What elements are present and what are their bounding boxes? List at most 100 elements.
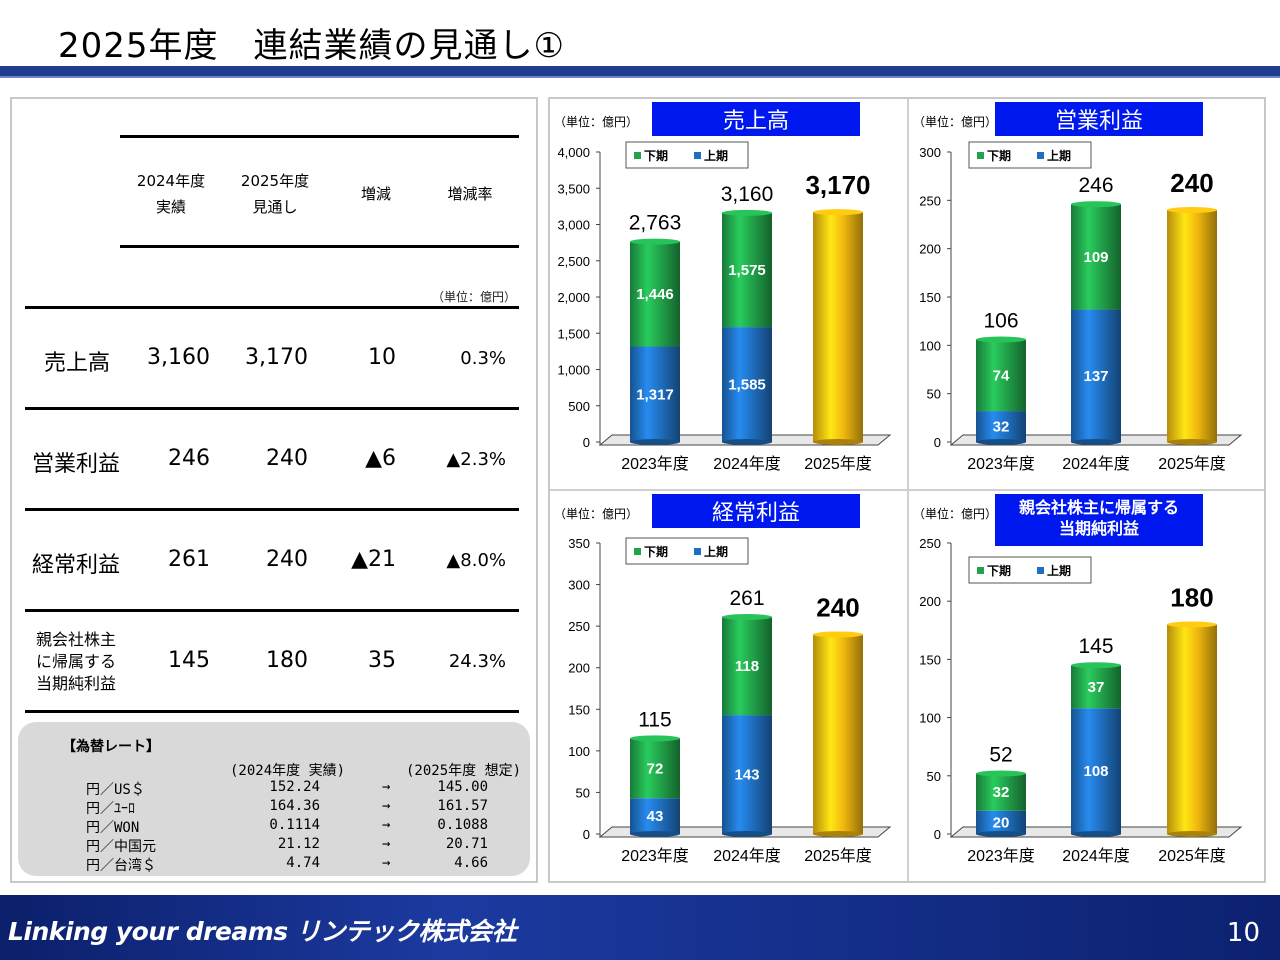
fx-arrow-twd: →: [382, 855, 391, 871]
chart-title-text: 親会社株主に帰属する: [1019, 498, 1179, 517]
chart-ytick-label: 350: [568, 536, 590, 551]
data-label-total: 246: [1078, 174, 1113, 197]
data-label-second-half: 109: [1083, 249, 1108, 266]
chart-category-label: 2024年度: [713, 455, 781, 473]
fx-actual-cny: 21.12: [277, 836, 320, 852]
header-change: 増減: [360, 185, 391, 203]
row-sales-diff: 10: [368, 345, 396, 370]
bar-first-half-bottom: [722, 439, 772, 445]
fx-actual-won: 0.1114: [269, 817, 320, 833]
chart-title-text: 経常利益: [712, 500, 800, 525]
chart-ytick-label: 4,000: [557, 145, 590, 160]
row-op-2025: 240: [266, 446, 308, 471]
row-net-2025: 180: [266, 648, 308, 673]
header-2025-forecast: 2025年度 見通し: [230, 168, 320, 220]
data-label-second-half: 72: [647, 760, 664, 777]
bar-second-half: [630, 241, 680, 347]
legend-swatch-second-half: [977, 567, 984, 574]
chart-ytick-label: 0: [583, 435, 590, 450]
bar-first-half: [976, 810, 1026, 834]
fx-forecast-eur: 161.57: [437, 798, 488, 814]
bar-first-half-bottom: [976, 831, 1026, 837]
fx-pair-twd: 円／台湾＄: [86, 858, 156, 874]
data-label-second-half: 74: [993, 367, 1010, 384]
chart-ytick-label: 250: [919, 536, 941, 551]
fx-pair-usd: 円／US＄: [86, 782, 145, 798]
chart-category-label: 2024年度: [1062, 847, 1130, 865]
fx-forecast-won: 0.1088: [437, 817, 488, 833]
chart-ytick-label: 3,000: [557, 218, 590, 233]
bar-second-half: [976, 339, 1026, 412]
title-underline-bar: [0, 66, 1280, 76]
chart-legend: [625, 537, 749, 565]
table-top-rule: [120, 135, 519, 138]
row-ord-2024: 261: [168, 547, 210, 572]
row-sales-rate: 0.3%: [460, 348, 506, 369]
chart-unit-note: （単位：億円）: [554, 506, 638, 521]
fx-pair-won: 円／WON: [86, 820, 140, 836]
bar-second-half: [1071, 665, 1121, 709]
data-label-total: 52: [989, 743, 1012, 766]
chart-category-label: 2023年度: [621, 455, 689, 473]
page-title: 2025年度 連結業績の見通し①: [58, 26, 566, 66]
row-sales-2024: 3,160: [147, 345, 210, 370]
chart-title-text: 当期純利益: [1059, 519, 1139, 538]
data-label-total-forecast: 180: [1170, 582, 1213, 612]
bar-forecast-top: [1167, 621, 1217, 628]
data-label-total-forecast: 240: [1170, 168, 1213, 198]
header-change-rate: 増減率: [447, 185, 493, 203]
chart-unit-note: （単位：億円）: [913, 114, 997, 129]
bar-first-half-bottom: [630, 439, 680, 445]
chart-sales: （単位：億円） 売上高 0 500 1,000 1,500 2,000 2,500 3,000 3…: [550, 99, 907, 489]
legend-swatch-first-half: [694, 152, 701, 159]
table-unit-note: （単位：億円）: [432, 290, 517, 304]
chart-ytick-label: 300: [919, 145, 941, 160]
row-rule-0: [25, 306, 519, 309]
chart-ytick-label: 150: [919, 652, 941, 667]
data-label-first-half: 143: [734, 767, 759, 784]
chart-ytick-label: 50: [576, 785, 590, 800]
fx-forecast-twd: 4.66: [454, 855, 488, 871]
data-label-first-half: 1,585: [728, 377, 766, 394]
row-rule-4: [25, 710, 519, 713]
row-label-ordinary-income: 経常利益: [32, 553, 121, 578]
row-op-diff: ▲6: [365, 446, 396, 471]
fx-actual-usd: 152.24: [269, 779, 320, 795]
chart-category-label: 2024年度: [1062, 455, 1130, 473]
bar-second-half-top: [1071, 201, 1121, 208]
chart-category-label: 2023年度: [967, 455, 1035, 473]
fx-forecast-cny: 20.71: [445, 836, 488, 852]
chart-ytick-label: 100: [568, 744, 590, 759]
bar-forecast-top: [813, 631, 863, 638]
chart-legend: [968, 556, 1092, 584]
chart-ytick-label: 0: [934, 827, 941, 842]
bar-second-half: [722, 616, 772, 716]
bar-forecast: [1167, 624, 1217, 834]
chart-ytick-label: 50: [927, 769, 941, 784]
row-sales-2025: 3,170: [245, 345, 308, 370]
chart-title-box: [652, 494, 860, 528]
chart-ytick-label: 50: [927, 387, 941, 402]
row-op-2024: 246: [168, 446, 210, 471]
chart-unit-note: （単位：億円）: [554, 114, 638, 129]
data-label-first-half: 43: [647, 808, 664, 825]
fx-title: 【為替レート】: [62, 739, 160, 755]
data-label-second-half: 118: [735, 658, 759, 675]
fx-arrow-eur: →: [382, 798, 391, 814]
chart-legend: [968, 141, 1092, 169]
row-net-2024: 145: [168, 648, 210, 673]
data-label-total: 2,763: [629, 212, 682, 235]
legend-swatch-first-half: [694, 548, 701, 555]
data-label-total: 3,160: [721, 183, 774, 206]
bar-second-half-top: [976, 770, 1026, 777]
chart-category-label: 2025年度: [804, 455, 872, 473]
bar-forecast: [813, 212, 863, 442]
chart-ytick-label: 200: [919, 594, 941, 609]
header-2024-actual: 2024年度 実績: [126, 168, 216, 220]
chart-ytick-label: 2,500: [557, 254, 590, 269]
bar-first-half: [976, 411, 1026, 442]
bar-forecast-bottom: [813, 439, 863, 445]
bar-second-half-top: [630, 735, 680, 742]
chart-ytick-label: 300: [568, 578, 590, 593]
